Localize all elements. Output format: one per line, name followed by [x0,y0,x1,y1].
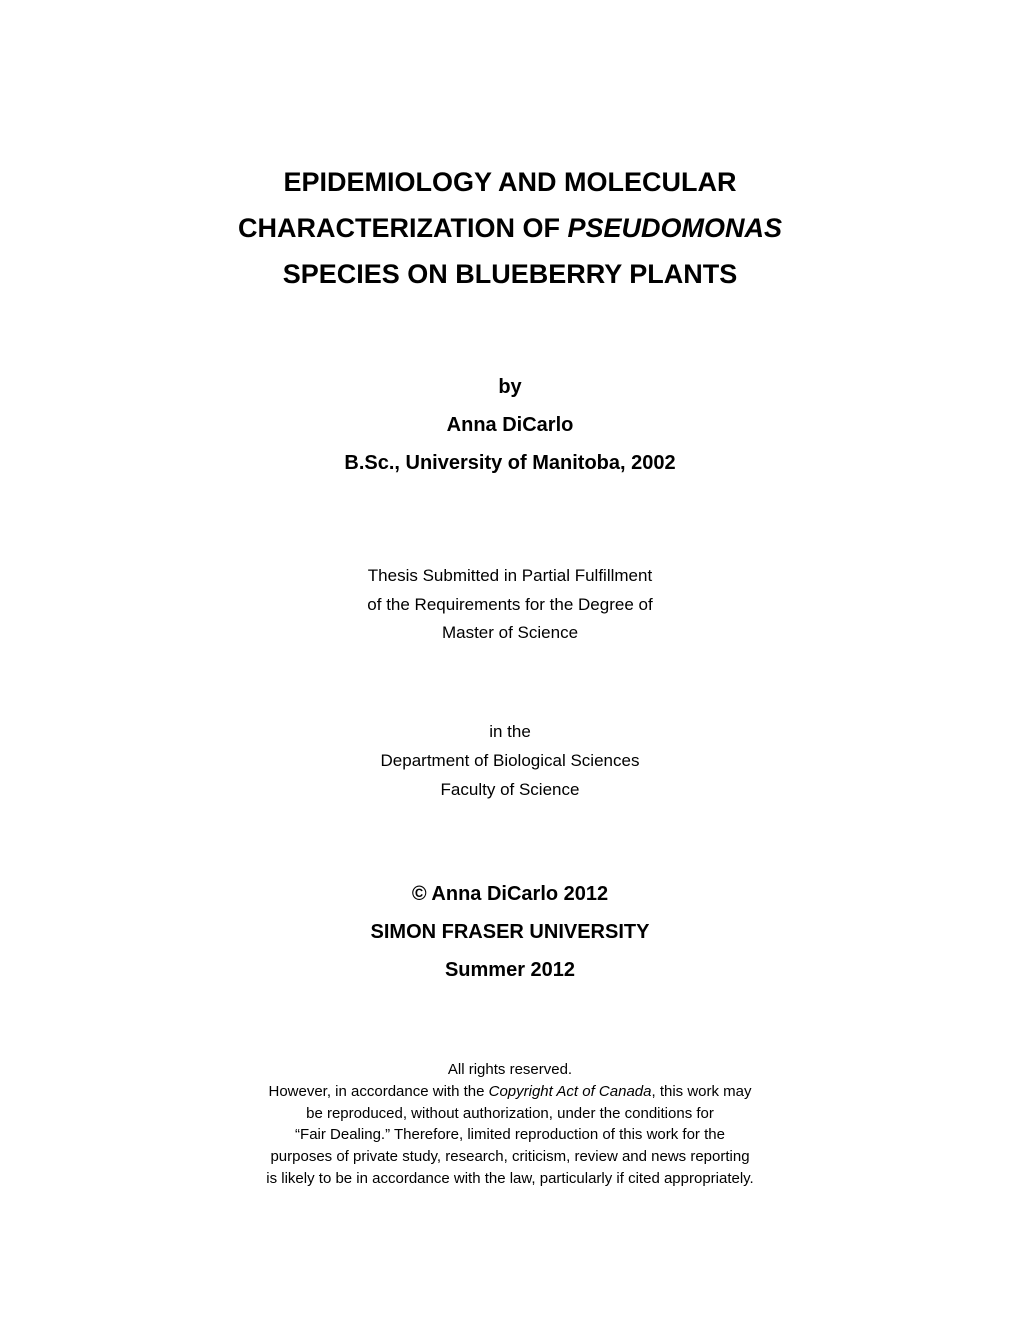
rights-line-5: purposes of private study, research, cri… [170,1146,850,1168]
copyright-name-year: Anna DiCarlo 2012 [427,883,609,905]
rights-line-2-pre: However, in accordance with the [268,1083,488,1100]
rights-line-2: However, in accordance with the Copyrigh… [170,1081,850,1103]
fulfillment-line-3: Master of Science [120,619,900,648]
dept-line-1: in the [120,718,900,747]
title-line-1: EPIDEMIOLOGY AND MOLECULAR [120,160,900,206]
dept-line-2: Department of Biological Sciences [120,747,900,776]
title-block: EPIDEMIOLOGY AND MOLECULAR CHARACTERIZAT… [120,160,900,298]
copyright-line-3: Summer 2012 [120,951,900,989]
dept-block: in the Department of Biological Sciences… [120,718,900,805]
fulfillment-line-1: Thesis Submitted in Partial Fulfillment [120,562,900,591]
rights-line-2-post: , this work may [651,1083,751,1100]
title-line-2-italic: PSEUDOMONAS [567,213,782,243]
rights-line-2-italic: Copyright Act of Canada [489,1083,652,1100]
fulfillment-line-2: of the Requirements for the Degree of [120,591,900,620]
copyright-block: © Anna DiCarlo 2012 SIMON FRASER UNIVERS… [120,875,900,989]
dept-line-3: Faculty of Science [120,776,900,805]
title-line-2-pre: CHARACTERIZATION OF [238,213,567,243]
copyright-line-2: SIMON FRASER UNIVERSITY [120,913,900,951]
rights-line-3: be reproduced, without authorization, un… [170,1103,850,1125]
title-line-3: SPECIES ON BLUEBERRY PLANTS [120,252,900,298]
rights-line-6: is likely to be in accordance with the l… [170,1168,850,1190]
copyright-line-1: © Anna DiCarlo 2012 [120,875,900,913]
author-name: Anna DiCarlo [120,406,900,444]
title-line-2: CHARACTERIZATION OF PSEUDOMONAS [120,206,900,252]
rights-block: All rights reserved. However, in accorda… [170,1059,850,1190]
copyright-symbol: © [412,883,427,905]
rights-line-4: “Fair Dealing.” Therefore, limited repro… [170,1124,850,1146]
author-block: by Anna DiCarlo B.Sc., University of Man… [120,368,900,482]
rights-line-1: All rights reserved. [170,1059,850,1081]
author-by: by [120,368,900,406]
fulfillment-block: Thesis Submitted in Partial Fulfillment … [120,562,900,649]
author-degree: B.Sc., University of Manitoba, 2002 [120,444,900,482]
